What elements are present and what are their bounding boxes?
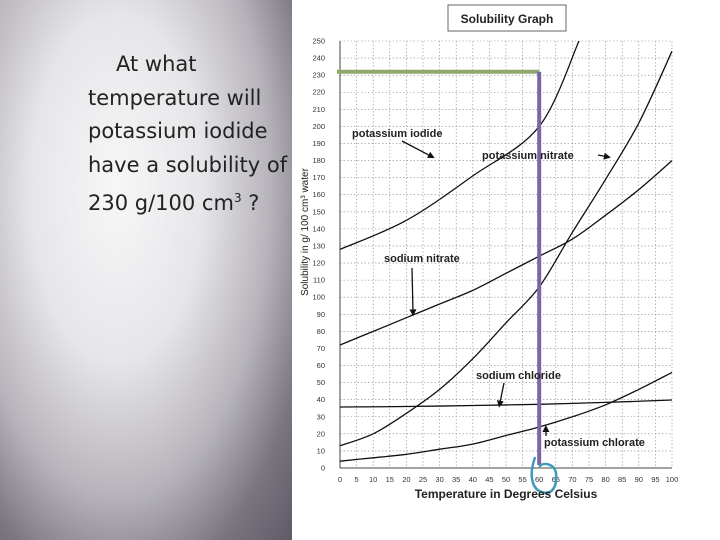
series [339, 40, 673, 462]
solubility-chart-panel: 0 5 10 15 20 25 30 35 40 45 50 55 60 65 70 75 80 85 90 95 10… [292, 0, 720, 540]
y-tick-label: 20 [317, 429, 325, 438]
axes [339, 41, 672, 469]
question-text: At what temperature will potassium iodid… [88, 48, 288, 221]
y-tick-label: 180 [312, 156, 325, 165]
series-line-potassium-chlorate [339, 371, 673, 462]
annotations: potassium iodide potassium nitrate sodium … [352, 128, 645, 449]
y-tick-label: 220 [312, 88, 325, 97]
y-tick-label: 80 [317, 327, 325, 336]
y-tick-label: 200 [312, 122, 325, 131]
y-tick-label: 40 [317, 395, 325, 404]
annotation-label: potassium iodide [352, 128, 442, 140]
x-tick-label: 55 [518, 475, 526, 484]
annotation-label: potassium nitrate [482, 150, 574, 162]
grid [340, 40, 673, 468]
tick-labels: 0 5 10 15 20 25 30 35 40 45 50 55 60 65 70 75 80 85 90 95 10… [312, 37, 678, 485]
annotation-arrow [597, 152, 611, 160]
series-line-potassium-nitrate [339, 50, 673, 447]
y-axis-label: Solubility in g/ 100 cm³ water [300, 167, 311, 296]
x-tick-label: 80 [601, 475, 609, 484]
annotation-label: potassium chlorate [544, 437, 645, 449]
title-box [447, 4, 567, 32]
x-tick-label: 30 [435, 475, 443, 484]
y-tick-label: 100 [312, 293, 325, 302]
y-tick-label: 90 [317, 310, 325, 319]
x-tick-label: 95 [651, 475, 659, 484]
x-tick-label: 0 [338, 475, 342, 484]
y-tick-label: 10 [317, 446, 325, 455]
handwritten-circle-mark [530, 456, 558, 495]
y-tick-label: 110 [313, 276, 325, 285]
x-tick-label: 40 [469, 475, 477, 484]
y-tick-label: 140 [312, 224, 325, 233]
series-line-potassium-iodide [339, 40, 580, 250]
y-tick-label: 0 [321, 464, 325, 473]
y-tick-label: 150 [312, 207, 325, 216]
y-tick-label: 30 [317, 412, 325, 421]
x-tick-label: 85 [618, 475, 626, 484]
series-line-sodium-nitrate [339, 160, 673, 346]
annotation-arrow [409, 267, 417, 317]
annotation-arrow [496, 382, 505, 408]
x-tick-label: 50 [502, 475, 510, 484]
annotation-label: sodium chloride [476, 370, 561, 382]
solubility-chart: 0 5 10 15 20 25 30 35 40 45 50 55 60 65 70 75 80 85 90 95 10… [300, 4, 678, 501]
y-tick-label: 60 [317, 361, 325, 370]
x-tick-label: 15 [386, 475, 394, 484]
x-tick-label: 25 [419, 475, 427, 484]
y-tick-label: 170 [312, 173, 325, 182]
slide-background [0, 0, 292, 540]
x-tick-label: 20 [402, 475, 410, 484]
x-tick-label: 100 [666, 475, 679, 484]
x-tick-label: 60 [535, 475, 543, 484]
y-tick-label: 230 [312, 71, 325, 80]
chart-title: Solubility Graph [461, 12, 554, 26]
y-tick-label: 130 [312, 241, 325, 250]
y-tick-label: 120 [312, 259, 325, 268]
y-tick-label: 160 [312, 190, 325, 199]
x-tick-label: 90 [635, 475, 643, 484]
question-end: ? [241, 191, 260, 216]
y-tick-label: 240 [312, 54, 325, 63]
y-tick-label: 250 [312, 37, 325, 46]
x-tick-label: 10 [369, 475, 377, 484]
x-tick-label: 5 [355, 475, 359, 484]
guide-lines [337, 69, 558, 495]
annotation-arrow [401, 140, 435, 159]
x-tick-label: 70 [568, 475, 576, 484]
y-tick-label: 210 [312, 105, 325, 114]
x-tick-label: 35 [452, 475, 460, 484]
x-tick-label: 45 [485, 475, 493, 484]
x-axis-label: Temperature in Degrees Celsius [415, 487, 598, 501]
question-main: At what temperature will potassium iodid… [88, 52, 288, 216]
y-tick-label: 50 [317, 378, 325, 387]
y-tick-label: 190 [312, 139, 325, 148]
y-tick-label: 70 [317, 344, 325, 353]
x-tick-label: 75 [585, 475, 593, 484]
cubic-superscript: 3 [233, 191, 242, 206]
annotation-label: sodium nitrate [384, 253, 460, 265]
